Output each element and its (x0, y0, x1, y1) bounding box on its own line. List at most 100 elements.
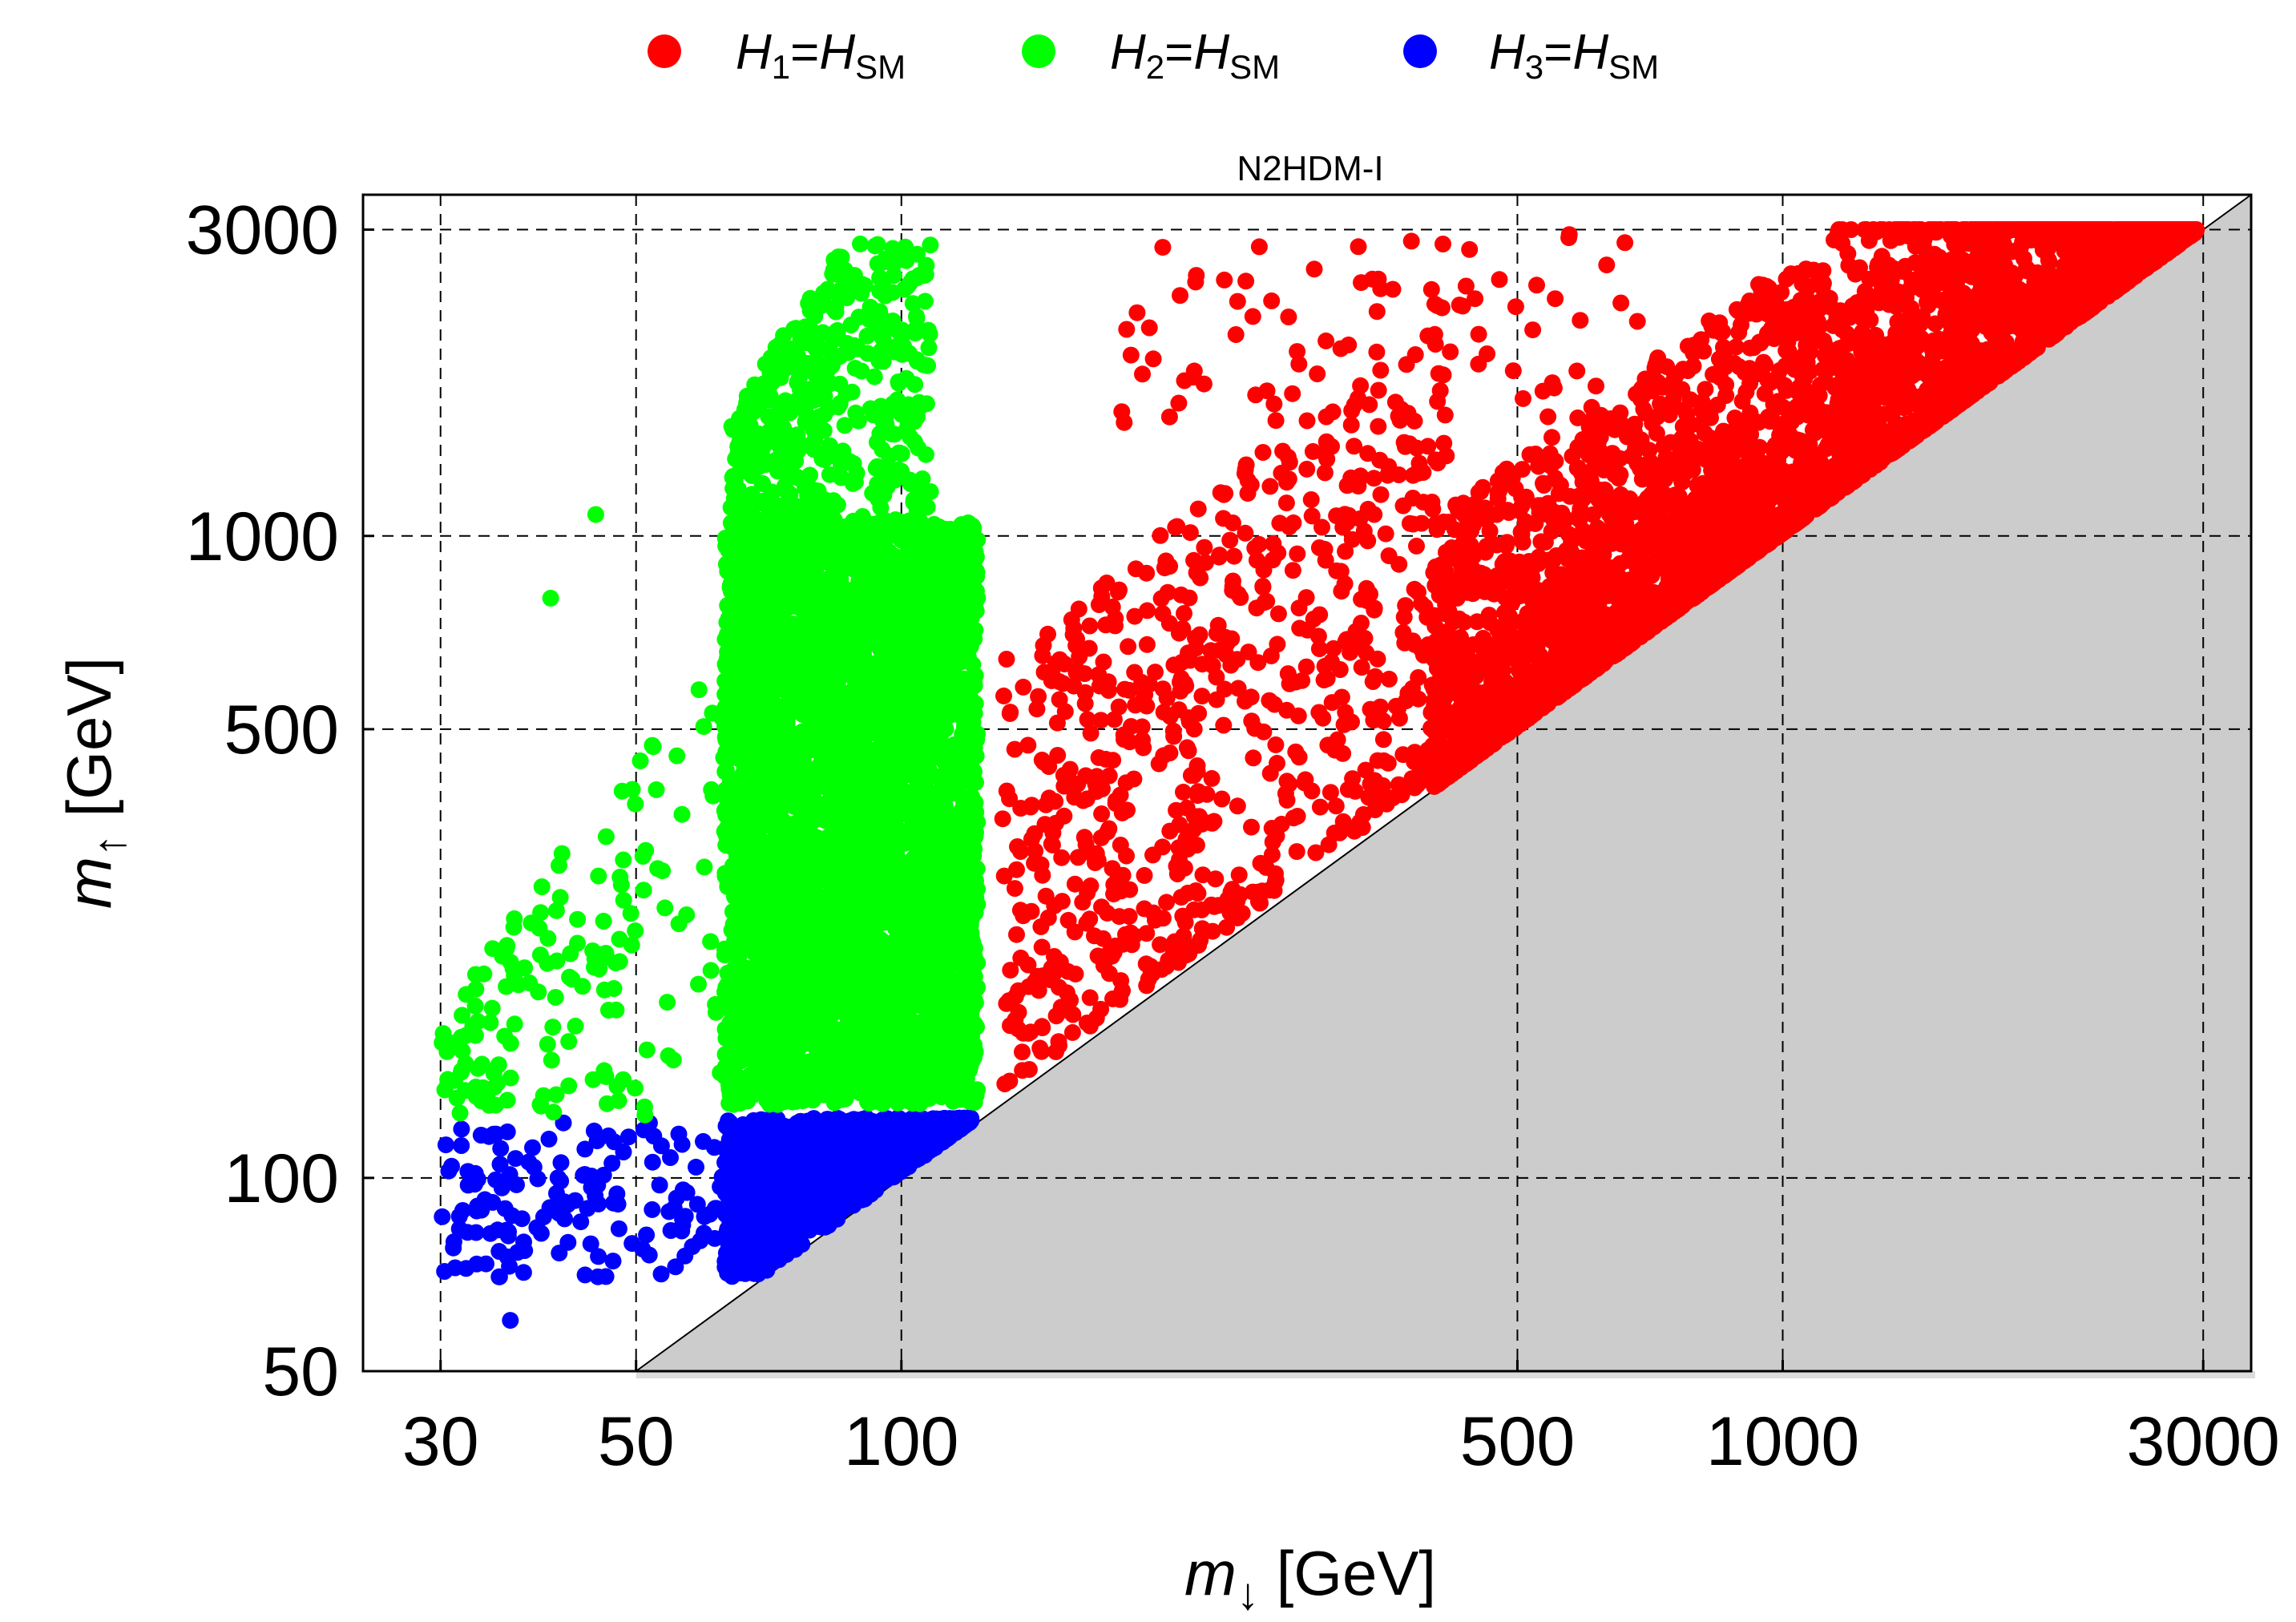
point-h3 (755, 1220, 773, 1237)
point-h3 (835, 1176, 853, 1194)
point-h3 (668, 1189, 685, 1207)
point-h3 (857, 1176, 874, 1193)
point-h3 (582, 1235, 599, 1253)
point-h3 (579, 1200, 596, 1217)
point-h3 (667, 1258, 684, 1276)
point-h3 (552, 1154, 570, 1172)
legend-h1-h: H (736, 25, 772, 80)
point-h3 (440, 1162, 458, 1180)
point-h3 (590, 1248, 607, 1265)
point-h3 (478, 1255, 494, 1273)
point-h3 (676, 1247, 694, 1265)
legend-h3-eq: = (1543, 25, 1572, 80)
point-h3 (720, 1236, 737, 1253)
point-h3 (502, 1312, 519, 1329)
point-h3 (603, 1155, 621, 1172)
point-h3 (820, 1216, 837, 1234)
legend: H1=HSM H2=HSM H3=HSM (648, 25, 1659, 86)
legend-h3-h2: H (1572, 25, 1608, 80)
excluded-region-edge (636, 1371, 2256, 1378)
point-h3 (722, 1223, 740, 1241)
legend-item-h2: H2=HSM (1022, 25, 1280, 86)
point-h3 (515, 1233, 532, 1251)
point-h3 (524, 1139, 541, 1156)
point-h3 (886, 1152, 904, 1170)
point-h3 (506, 1150, 524, 1168)
point-h3 (960, 1112, 978, 1129)
point-h3 (555, 1114, 572, 1132)
point-h3 (445, 1233, 462, 1251)
point-h3 (688, 1158, 704, 1176)
point-h3 (551, 1245, 568, 1262)
points-layer (434, 221, 2205, 1329)
legend-h3-sub2: SM (1608, 48, 1659, 86)
legend-marker-h3 (1403, 34, 1437, 68)
point-h3 (644, 1200, 661, 1218)
point-h3 (857, 1120, 875, 1137)
point-h3 (747, 1112, 765, 1130)
point-h3 (859, 1152, 877, 1169)
legend-h2-sub2: SM (1229, 48, 1280, 86)
point-h3 (744, 1164, 762, 1181)
legend-item-h3: H3=HSM (1403, 25, 1659, 86)
point-h3 (845, 1111, 862, 1128)
point-h3 (480, 1128, 498, 1145)
point-h3 (652, 1265, 670, 1283)
point-h3 (886, 1135, 903, 1152)
point-h3 (589, 1268, 607, 1285)
point-h3 (809, 1120, 826, 1138)
point-h3 (760, 1247, 777, 1265)
point-h3 (910, 1148, 927, 1165)
point-h3 (712, 1178, 729, 1196)
point-h3 (829, 1142, 845, 1160)
point-h3 (491, 1156, 509, 1173)
point-h3 (498, 1221, 515, 1239)
point-h3 (644, 1153, 661, 1171)
point-h3 (468, 1202, 486, 1220)
legend-h1-sub: 1 (772, 48, 790, 86)
legend-h1-sub2: SM (855, 48, 906, 86)
point-h3 (760, 1179, 777, 1196)
point-h2 (806, 603, 824, 621)
legend-h2-h2: H (1193, 25, 1229, 80)
point-h3 (826, 1128, 844, 1146)
point-h3 (503, 1207, 521, 1225)
point-h3 (608, 1185, 626, 1203)
point-h3 (696, 1208, 713, 1225)
point-h3 (508, 1176, 525, 1193)
point-h3 (813, 1187, 830, 1204)
point-h3 (535, 1208, 552, 1225)
point-h3 (787, 1192, 805, 1210)
point-h3 (610, 1220, 627, 1237)
point-h3 (623, 1235, 641, 1253)
point-h3 (732, 1209, 749, 1227)
legend-h2-h: H (1110, 25, 1146, 80)
point-h3 (492, 1140, 510, 1157)
point-h3 (731, 1264, 749, 1281)
point-h3 (540, 1130, 558, 1148)
point-h3 (936, 1110, 954, 1128)
point-h3 (706, 1229, 724, 1247)
point-h3 (880, 1165, 898, 1183)
point-h3 (730, 1145, 748, 1162)
point-h3 (604, 1253, 622, 1270)
point-h3 (798, 1160, 816, 1178)
point-h3 (705, 1139, 723, 1156)
point-h3 (782, 1120, 799, 1138)
point-h3 (732, 1126, 750, 1144)
point-h3 (532, 1225, 550, 1242)
legend-item-h1: H1=HSM (648, 25, 906, 86)
point-h3 (692, 1232, 709, 1249)
point-h3 (450, 1220, 468, 1237)
legend-label-h3: H3=HSM (1489, 25, 1659, 86)
legend-h2-sub: 2 (1146, 48, 1164, 86)
point-h3 (784, 1213, 801, 1231)
legend-h1-eq: = (790, 25, 819, 80)
point-h3 (674, 1210, 692, 1228)
point-h3 (466, 1164, 484, 1182)
point-h3 (651, 1176, 668, 1194)
point-h3 (454, 1202, 471, 1219)
point-h3 (786, 1172, 804, 1190)
point-h3 (868, 1132, 886, 1150)
